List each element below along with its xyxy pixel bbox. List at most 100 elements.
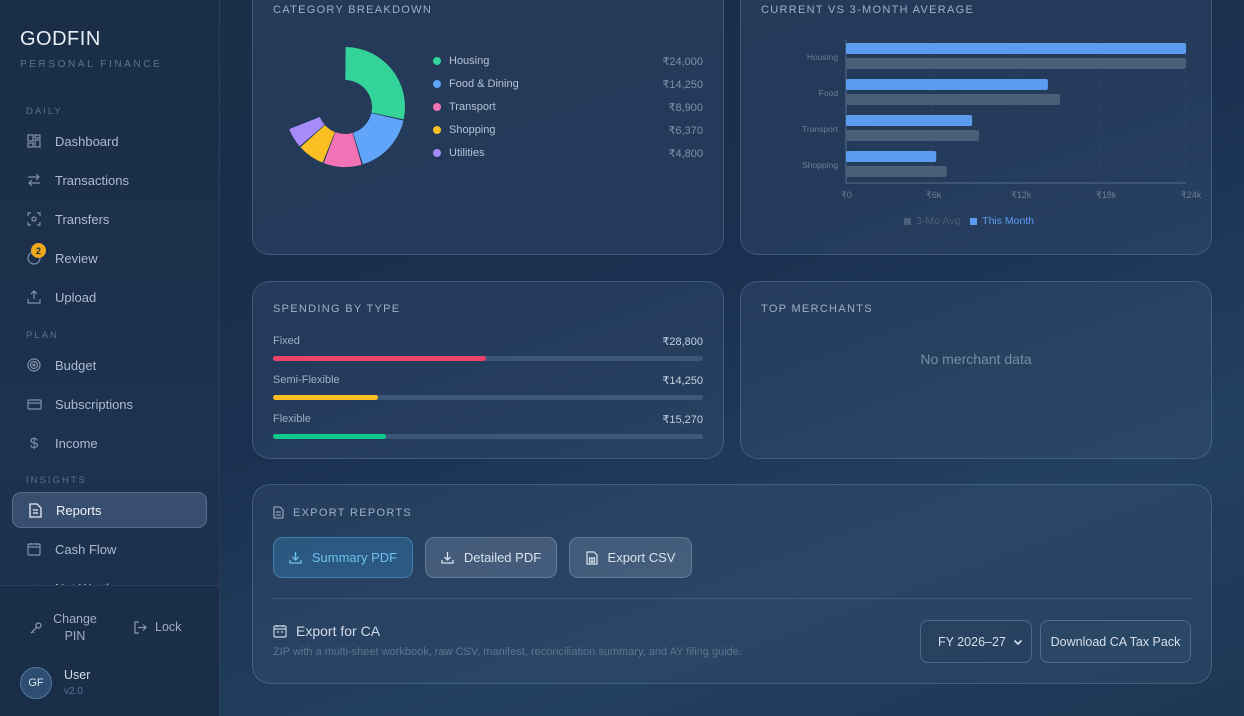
export-ca-header: Export for CA xyxy=(273,623,380,639)
bar-3mo-avg-shopping[interactable] xyxy=(846,166,947,177)
legend-current-label: This Month xyxy=(982,215,1035,227)
x-tick-label: ₹24k xyxy=(1181,190,1202,200)
comparison-legend: 3-Mo Avg This Month xyxy=(904,215,1034,227)
avatar[interactable]: GF xyxy=(20,667,52,699)
lock-label: Lock xyxy=(155,620,182,634)
detailed-pdf-label: Detailed PDF xyxy=(463,550,542,565)
bar-3mo-avg-housing[interactable] xyxy=(846,58,1186,69)
lock-button[interactable]: Lock xyxy=(134,620,181,634)
sidebar-item-dashboard[interactable]: Dashboard xyxy=(12,123,207,159)
upload-icon xyxy=(26,289,42,305)
legend-current-swatch xyxy=(970,217,978,225)
change-pin-button[interactable]: Change PIN xyxy=(30,611,120,645)
donut-slice-utilities[interactable] xyxy=(289,116,325,147)
app-tagline: PERSONAL FINANCE xyxy=(20,59,163,70)
spending-type-label: Semi-Flexible xyxy=(273,374,340,386)
spending-type-amount: ₹14,250 xyxy=(662,375,703,387)
y-tick-label: Transport xyxy=(801,124,838,134)
sidebar-item-upload[interactable]: Upload xyxy=(12,279,207,315)
swap-arrows-icon xyxy=(26,172,42,188)
donut-slice-housing[interactable] xyxy=(345,47,405,120)
fy-select-value: FY 2026–27 xyxy=(938,634,1006,649)
sidebar-item-label: Transfers xyxy=(55,211,110,227)
category-breakdown-card xyxy=(252,0,724,255)
dashboard-grid-icon xyxy=(26,133,42,149)
logout-icon xyxy=(134,620,147,634)
sidebar-item-budget[interactable]: Budget xyxy=(12,347,207,383)
sidebar: GODFIN PERSONAL FINANCE DAILY Dashboard … xyxy=(0,0,220,716)
spending-type-amount: ₹28,800 xyxy=(662,336,703,348)
download-icon xyxy=(441,551,454,564)
legend-dot xyxy=(433,57,441,65)
export-csv-button[interactable]: Export CSV xyxy=(569,537,692,578)
sidebar-item-label: Income xyxy=(55,435,98,451)
sidebar-item-review[interactable]: 2 Review xyxy=(12,240,207,276)
category-breakdown-title: CATEGORY BREAKDOWN xyxy=(273,4,433,16)
spending-type-amount: ₹15,270 xyxy=(662,414,703,426)
legend-avg-label: 3-Mo Avg xyxy=(916,215,961,227)
y-tick-label: Housing xyxy=(806,52,838,62)
bar-this-month-housing[interactable] xyxy=(846,43,1186,54)
legend-item: Shopping ₹6,370 xyxy=(433,122,703,138)
summary-pdf-button[interactable]: Summary PDF xyxy=(273,537,413,578)
bar-this-month-food[interactable] xyxy=(846,79,1048,90)
download-icon xyxy=(289,551,302,564)
section-label-plan: PLAN xyxy=(26,330,59,341)
chevron-down-icon xyxy=(1013,636,1023,650)
download-ca-tax-pack-button[interactable]: Download CA Tax Pack xyxy=(1040,620,1191,663)
progress-track xyxy=(273,434,703,439)
review-count-badge: 2 xyxy=(31,243,46,258)
key-icon xyxy=(30,622,42,634)
spending-type-label: Flexible xyxy=(273,413,311,425)
y-tick-label: Food xyxy=(818,88,838,98)
section-label-insights: INSIGHTS xyxy=(26,475,87,486)
sidebar-item-label: Transactions xyxy=(55,172,129,188)
spending-by-type-title: SPENDING BY TYPE xyxy=(273,303,401,315)
sidebar-item-income[interactable]: $ Income xyxy=(12,425,207,461)
sidebar-item-subscriptions[interactable]: Subscriptions xyxy=(12,386,207,422)
progress-fill xyxy=(273,434,386,439)
sidebar-item-transactions[interactable]: Transactions xyxy=(12,162,207,198)
export-ca-description: ZIP with a multi-sheet workbook, raw CSV… xyxy=(273,646,742,658)
sidebar-item-label: Subscriptions xyxy=(55,396,134,412)
bar-this-month-shopping[interactable] xyxy=(846,151,937,162)
calendar-icon xyxy=(273,624,287,638)
sidebar-item-label: Reports xyxy=(56,502,102,518)
legend-amount: ₹24,000 xyxy=(662,55,703,68)
document-icon xyxy=(273,506,284,519)
fy-select[interactable]: FY 2026–27 xyxy=(920,620,1032,663)
target-icon xyxy=(26,357,42,373)
donut-slice-food-dining[interactable] xyxy=(353,113,404,165)
dollar-icon: $ xyxy=(29,434,39,452)
sidebar-item-label: Review xyxy=(55,250,98,266)
sidebar-item-reports[interactable]: Reports xyxy=(12,492,207,528)
divider xyxy=(273,598,1191,599)
donut-slice-shopping[interactable] xyxy=(300,125,335,163)
sidebar-item-label: Budget xyxy=(55,357,97,373)
legend-label: Food & Dining xyxy=(449,78,519,90)
legend-label: Shopping xyxy=(449,124,496,136)
spending-type-row: Fixed ₹28,800 xyxy=(273,335,703,361)
legend-amount: ₹14,250 xyxy=(662,78,703,91)
progress-track xyxy=(273,395,703,400)
legend-item: Utilities ₹4,800 xyxy=(433,145,703,161)
category-donut-chart xyxy=(289,47,405,167)
detailed-pdf-button[interactable]: Detailed PDF xyxy=(425,537,557,578)
top-merchants-card xyxy=(740,281,1212,459)
document-icon xyxy=(27,502,43,518)
bar-3mo-avg-food[interactable] xyxy=(846,94,1060,105)
progress-track xyxy=(273,356,703,361)
app-version: v2.0 xyxy=(64,686,83,697)
card-icon xyxy=(26,396,42,412)
export-ca-title: Export for CA xyxy=(296,623,381,639)
sidebar-item-cash-flow[interactable]: Cash Flow xyxy=(12,531,207,567)
download-ca-label: Download CA Tax Pack xyxy=(1050,634,1181,649)
donut-slice-transport[interactable] xyxy=(323,132,362,167)
bar-3mo-avg-transport[interactable] xyxy=(846,130,980,141)
spending-type-label: Fixed xyxy=(273,335,300,347)
bar-this-month-transport[interactable] xyxy=(846,115,973,126)
x-tick-label: ₹6k xyxy=(926,190,942,200)
legend-item: Housing ₹24,000 xyxy=(433,53,703,69)
sidebar-item-transfers[interactable]: Transfers xyxy=(12,201,207,237)
